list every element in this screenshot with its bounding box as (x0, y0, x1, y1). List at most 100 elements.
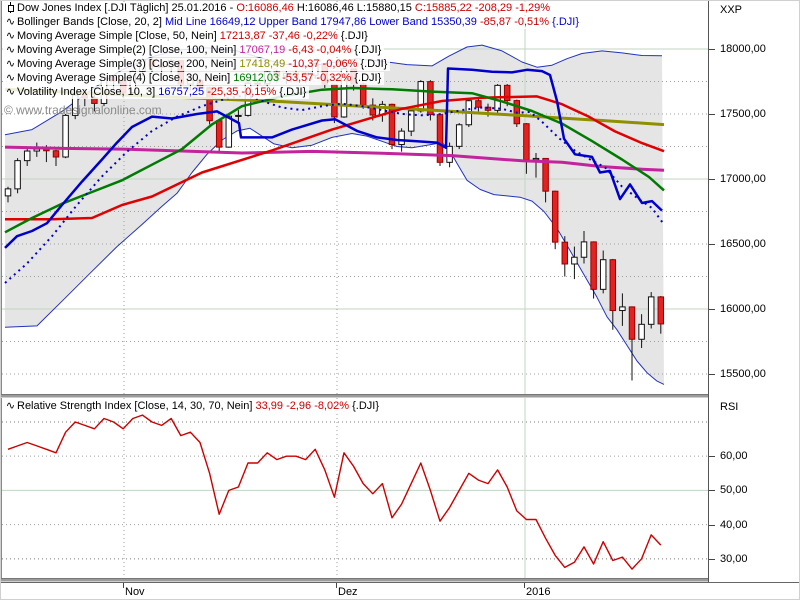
indicator-line-icon: ∿ (5, 72, 16, 84)
candle-body (235, 114, 242, 117)
candle-body (475, 100, 482, 108)
legend-text-segment: Volatility Index [Close, 10, 3] (17, 86, 159, 98)
legend-text-segment: Relative Strength Index [Close, 14, 30, … (17, 400, 256, 412)
line-ma50[interactable] (5, 95, 665, 221)
main-legend-row-6[interactable]: ∿ Volatility Index [Close, 10, 3] 16757,2… (3, 86, 310, 99)
legend-text-segment: 17213,87 -37,46 -0,22% (219, 30, 341, 42)
line-ma100[interactable] (4, 145, 665, 172)
candle-body (52, 150, 60, 158)
candle-body (62, 114, 69, 158)
watermark: © www.tradesignalonline.com (4, 103, 162, 117)
legend-text-segment: 16912,03 (233, 72, 283, 84)
candle-body (542, 157, 549, 192)
legend-text-segment: {.DJI} (360, 58, 388, 70)
indicator-line-icon: ∿ (5, 44, 16, 56)
main-legend: Dow Jones Index [.DJI Täglich] 25.01.201… (3, 2, 583, 100)
rsi-legend: ∿ Relative Strength Index [Close, 14, 30,… (3, 400, 383, 414)
legend-text-segment: 17067,19 (239, 44, 289, 56)
candle-body (580, 241, 588, 258)
legend-text-segment: -85,87 -0,51% (479, 16, 553, 28)
time-label: Nov (125, 586, 145, 598)
candle-body (398, 130, 405, 146)
time-axis[interactable]: Nov Dez 2016 (1, 582, 799, 599)
candle-body (503, 84, 511, 102)
indicator-line-icon: ∿ (5, 86, 16, 98)
axis-label: 17000,00 (720, 173, 766, 185)
candle-body (638, 323, 645, 340)
candle-body (532, 157, 540, 161)
legend-text-segment: {.DJI} (354, 72, 382, 84)
legend-text-segment: -25,35 -0,15% (207, 86, 280, 98)
rsi-legend-row-0[interactable]: ∿ Relative Strength Index [Close, 14, 30,… (3, 400, 383, 413)
candle-body (619, 306, 626, 312)
candle-body (225, 115, 233, 148)
time-tick (123, 583, 124, 588)
watermark-text: © www.tradesignalonline.com (4, 103, 162, 117)
panel-separator-bottom[interactable] (1, 578, 799, 582)
axis-tick (709, 559, 715, 560)
axis-tick (709, 456, 715, 457)
axis-label: 50,00 (720, 484, 748, 496)
legend-text-segment: Moving Average Simple [Close, 50, Nein] (17, 30, 220, 42)
candle-body (215, 120, 223, 148)
indicator-line-icon: ∿ (5, 30, 16, 42)
time-label: Dez (338, 586, 358, 598)
axis-tick (709, 179, 715, 180)
indicator-line-icon: ∿ (5, 16, 16, 28)
axis-tick (709, 114, 715, 115)
axis-label: 18000,00 (720, 43, 766, 55)
axis-tick (709, 244, 715, 245)
line-volatility_index[interactable] (4, 67, 663, 249)
legend-text-segment: Bollinger Bands [Close, 20, 2] (17, 16, 165, 28)
candle-body (455, 124, 463, 147)
main-legend-row-0[interactable]: Dow Jones Index [.DJI Täglich] 25.01.201… (3, 2, 554, 15)
legend-text-segment: Moving Average Simple(4) [Close, 30, Nei… (17, 72, 234, 84)
legend-text-segment: Moving Average Simple(2) [Close, 100, Ne… (17, 44, 240, 56)
price-axis[interactable]: XXP RSI 18000,00 17500,00 17000,00 16500,00… (708, 1, 799, 582)
bollinger-band-fill (5, 45, 664, 385)
line-ma30[interactable] (4, 86, 665, 234)
axis-label: 30,00 (720, 553, 748, 565)
time-tick (336, 583, 337, 588)
main-legend-row-1[interactable]: ∿ Bollinger Bands [Close, 20, 2] Mid Line… (3, 16, 583, 29)
time-label: 2016 (526, 586, 551, 598)
candle-body (571, 256, 578, 265)
candle-body (427, 81, 434, 116)
axis-tick (709, 49, 715, 50)
main-legend-row-4[interactable]: ∿ Moving Average Simple(3) [Close, 200, N… (3, 58, 391, 71)
legend-text-segment: -53,57 -0,32% (282, 72, 355, 84)
legend-text-segment: O:16086,46 (236, 2, 297, 14)
main-legend-row-5[interactable]: ∿ Moving Average Simple(4) [Close, 30, Ne… (3, 72, 385, 85)
main-legend-row-2[interactable]: ∿ Moving Average Simple [Close, 50, Nein]… (3, 30, 371, 43)
candle-body (23, 150, 31, 162)
indicator-line-icon: ∿ (5, 400, 16, 412)
candle-body (599, 259, 607, 290)
rsi-line[interactable] (7, 414, 662, 570)
rsi-scale-label: RSI (720, 401, 739, 413)
axis-tick (709, 309, 715, 310)
legend-text-segment: {.DJI} (340, 30, 368, 42)
legend-text-segment: {.DJI} (354, 44, 382, 56)
line-bollinger_lower[interactable] (4, 127, 665, 385)
legend-text-segment: {.DJI} (552, 16, 580, 28)
candle-body (388, 103, 396, 146)
legend-text-segment: C:15885,22 -208,29 -1,29% (414, 2, 551, 14)
rsi-panel[interactable] (1, 398, 708, 578)
legend-text-segment: 33,99 -2,96 -8,02% (255, 400, 353, 412)
axis-label: 15500,00 (720, 368, 766, 380)
rsi-plot[interactable] (2, 398, 708, 578)
main-legend-row-3[interactable]: ∿ Moving Average Simple(2) [Close, 100, N… (3, 44, 385, 57)
legend-text-segment: Dow Jones Index [.DJI Täglich] 25.01.201… (17, 2, 237, 14)
candle-body (647, 296, 655, 325)
legend-text-segment: 16757,25 (158, 86, 208, 98)
candle-body (561, 241, 569, 265)
main-scale-label: XXP (720, 4, 743, 16)
candle-body (628, 306, 636, 340)
panel-separator[interactable] (1, 394, 799, 398)
legend-text-segment: {.DJI} (352, 400, 380, 412)
candlestick-icon (4, 2, 17, 15)
candle-body (609, 259, 617, 312)
candle-body (14, 160, 21, 190)
candle-body (551, 190, 559, 243)
time-tick (524, 583, 525, 588)
